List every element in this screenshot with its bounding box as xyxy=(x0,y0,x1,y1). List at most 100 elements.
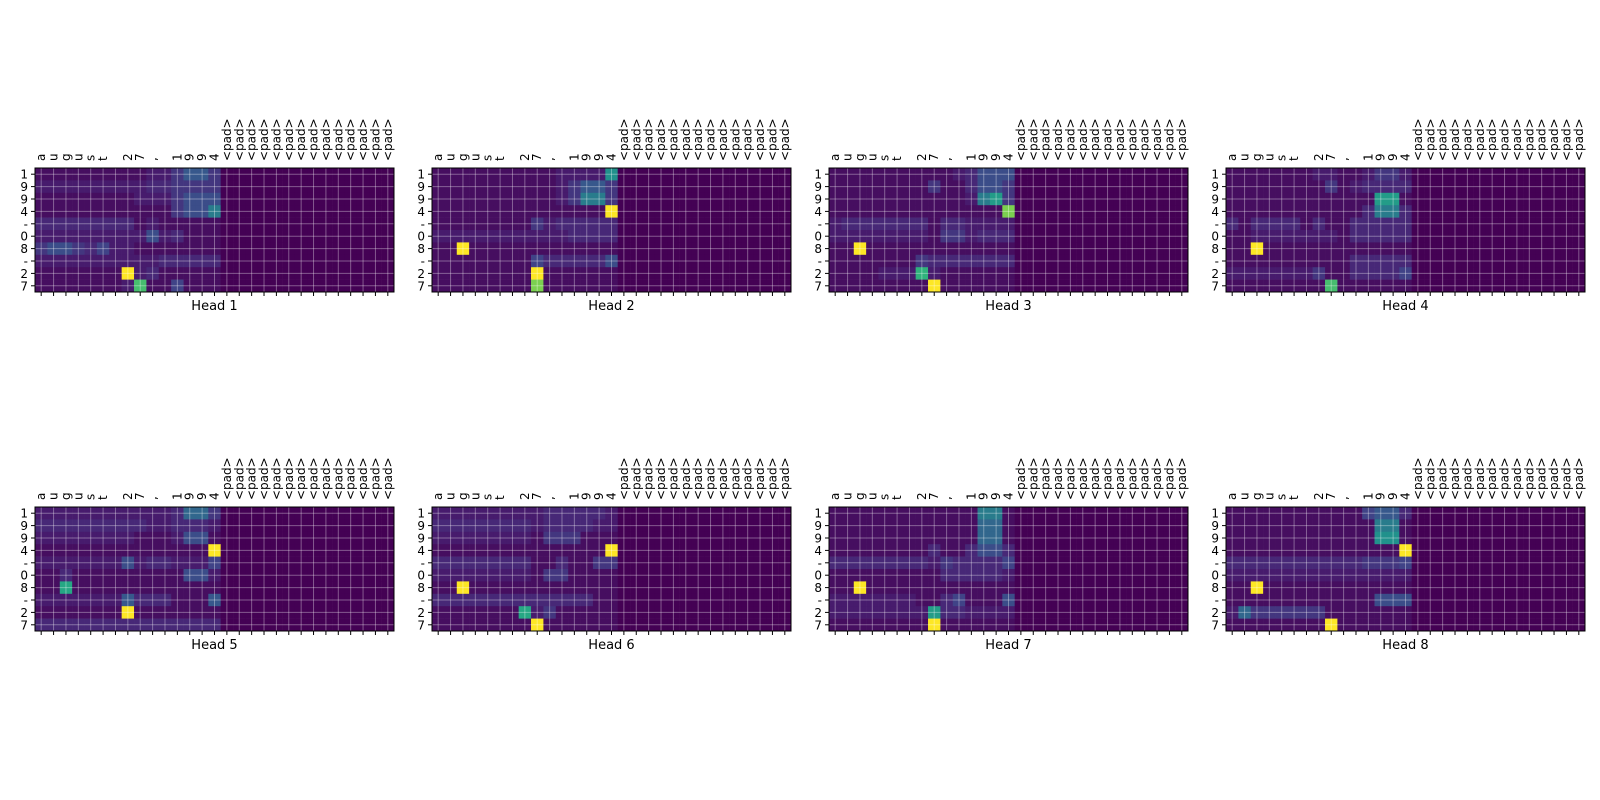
heatmap-cell xyxy=(158,606,172,619)
heatmap-cell xyxy=(294,606,308,619)
heatmap-cell xyxy=(704,606,718,619)
heatmap-cell xyxy=(617,230,631,243)
heatmap-cell xyxy=(1386,618,1400,632)
heatmap-cell xyxy=(753,205,767,218)
heatmap-cell xyxy=(555,205,569,218)
heatmap-cell xyxy=(121,593,135,607)
heatmap-cell xyxy=(1485,168,1499,181)
heatmap-cell xyxy=(294,254,308,268)
heatmap-cell xyxy=(109,618,122,632)
heatmap-cell xyxy=(1275,254,1289,268)
heatmap-cell xyxy=(605,544,618,557)
x-tick-label: 9 xyxy=(183,153,197,161)
heatmap-cell xyxy=(183,593,197,607)
heatmap-cell xyxy=(1485,254,1499,268)
y-tick-label: 9 xyxy=(1211,180,1219,194)
heatmap-cell xyxy=(890,230,904,243)
heatmap-cell xyxy=(134,581,147,595)
heatmap-cell xyxy=(1163,569,1176,582)
heatmap-cell xyxy=(903,192,916,206)
x-tick-label: u xyxy=(1238,153,1252,161)
heatmap-cell xyxy=(84,544,98,557)
heatmap-cell xyxy=(518,168,532,181)
heatmap-cell xyxy=(146,544,160,557)
heatmap-cell xyxy=(432,180,445,194)
x-tick-label: 9 xyxy=(592,492,606,500)
heatmap-cell xyxy=(1349,242,1363,256)
heatmap-cell xyxy=(878,217,892,231)
heatmap-cell xyxy=(319,581,333,595)
heatmap-cell xyxy=(1064,180,1077,194)
heatmap-cell xyxy=(257,606,271,619)
y-tick-label: 7 xyxy=(417,279,425,293)
heatmap-cell xyxy=(1014,531,1028,545)
heatmap-cell xyxy=(940,267,954,280)
heatmap-cell xyxy=(679,254,693,268)
heatmap-cell xyxy=(1448,168,1462,181)
heatmap-cell xyxy=(109,606,122,619)
heatmap-cell xyxy=(1424,217,1437,231)
heatmap-cell xyxy=(1150,180,1164,194)
heatmap-cell xyxy=(1051,217,1065,231)
x-tick-label: 2 xyxy=(121,153,135,161)
heatmap-cell xyxy=(1126,519,1139,533)
heatmap-cell xyxy=(691,507,705,520)
heatmap-cell xyxy=(171,254,184,268)
heatmap-cell xyxy=(977,192,991,206)
heatmap-cell xyxy=(1337,242,1351,256)
heatmap-cell xyxy=(59,618,73,632)
heatmap-cell xyxy=(146,168,160,181)
x-tick-label: <pad> xyxy=(1510,118,1524,161)
heatmap-cell xyxy=(245,205,259,218)
heatmap-cell xyxy=(605,168,618,181)
heatmap-cell xyxy=(1523,556,1536,570)
heatmap-cell xyxy=(1002,279,1015,293)
heatmap-cell xyxy=(344,192,358,206)
heatmap-cell xyxy=(84,531,98,545)
heatmap-cell xyxy=(1337,230,1351,243)
heatmap-cell xyxy=(158,581,172,595)
heatmap-cell xyxy=(1411,192,1425,206)
heatmap-cell xyxy=(1485,593,1499,607)
heatmap-cell xyxy=(1473,581,1487,595)
heatmap-cell xyxy=(1374,593,1388,607)
heatmap-cell xyxy=(356,519,370,533)
heatmap-cell xyxy=(257,267,271,280)
x-tick-label: <pad> xyxy=(1535,457,1549,500)
heatmap-cell xyxy=(543,279,557,293)
heatmap-cell xyxy=(282,254,296,268)
heatmap-cell xyxy=(1238,569,1252,582)
x-tick-label: a xyxy=(431,493,445,500)
heatmap-cell xyxy=(506,544,519,557)
heatmap-cell xyxy=(134,556,147,570)
heatmap-cell xyxy=(59,205,73,218)
heatmap-cell xyxy=(1076,618,1090,632)
heatmap-cell xyxy=(543,507,557,520)
heatmap-cell xyxy=(1560,519,1573,533)
heatmap-cell xyxy=(866,205,879,218)
heatmap-cell xyxy=(630,507,643,520)
heatmap-cell xyxy=(1051,593,1065,607)
heatmap-cell xyxy=(1386,519,1400,533)
heatmap-cell xyxy=(1027,606,1040,619)
heatmap-cell xyxy=(1436,230,1450,243)
heatmap-cell xyxy=(928,544,941,557)
heatmap-cell xyxy=(989,618,1003,632)
heatmap-cell xyxy=(282,581,296,595)
heatmap-cell xyxy=(1411,531,1425,545)
heatmap-cell xyxy=(84,242,98,256)
heatmap-cell xyxy=(1163,230,1176,243)
heatmap-cell xyxy=(233,180,246,194)
heatmap-cell xyxy=(1399,581,1412,595)
heatmap-cell xyxy=(1076,569,1090,582)
heatmap-cell xyxy=(1076,581,1090,595)
heatmap-cell xyxy=(1300,618,1313,632)
heatmap-cell xyxy=(890,168,904,181)
heatmap-cell xyxy=(1386,267,1400,280)
heatmap-cell xyxy=(667,569,680,582)
heatmap-cell xyxy=(1510,531,1524,545)
heatmap-cell xyxy=(1461,279,1474,293)
heatmap-cell xyxy=(469,581,482,595)
heatmap-cell xyxy=(1175,593,1189,607)
heatmap-cell xyxy=(481,254,495,268)
